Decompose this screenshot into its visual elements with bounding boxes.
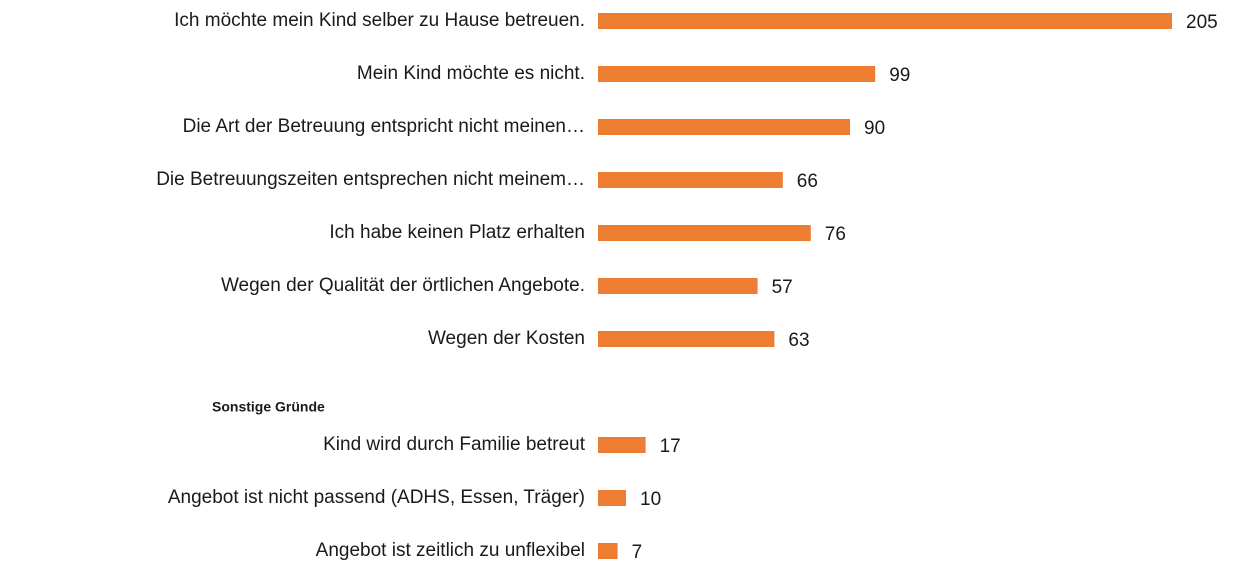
bar — [598, 437, 646, 453]
bar — [598, 543, 618, 559]
category-label: Mein Kind möchte es nicht. — [357, 63, 585, 84]
category-label: Ich möchte mein Kind selber zu Hause bet… — [174, 10, 585, 31]
bar — [598, 490, 626, 506]
category-label: Wegen der Qualität der örtlichen Angebot… — [221, 275, 585, 296]
value-label: 99 — [889, 65, 910, 86]
group-label: Sonstige Gründe — [212, 399, 325, 415]
value-label: 10 — [640, 489, 661, 510]
value-label: 66 — [797, 171, 818, 192]
bar — [598, 225, 811, 241]
bar — [598, 13, 1172, 29]
category-label: Angebot ist nicht passend (ADHS, Essen, … — [168, 487, 585, 508]
category-label: Kind wird durch Familie betreut — [323, 434, 586, 455]
bar — [598, 331, 775, 347]
value-label: 205 — [1186, 12, 1218, 33]
value-label: 76 — [825, 224, 846, 245]
category-label: Wegen der Kosten — [428, 328, 585, 349]
bar — [598, 119, 850, 135]
category-label: Angebot ist zeitlich zu unflexibel — [316, 540, 585, 561]
value-label: 90 — [864, 118, 885, 139]
bar — [598, 278, 758, 294]
value-label: 63 — [788, 330, 809, 351]
category-label: Ich habe keinen Platz erhalten — [329, 222, 585, 243]
category-label: Die Art der Betreuung entspricht nicht m… — [183, 116, 585, 137]
bar — [598, 172, 783, 188]
value-label: 17 — [660, 436, 681, 457]
bar — [598, 66, 876, 82]
value-label: 7 — [632, 542, 643, 563]
value-label: 57 — [772, 277, 793, 298]
category-label: Die Betreuungszeiten entsprechen nicht m… — [156, 169, 585, 190]
